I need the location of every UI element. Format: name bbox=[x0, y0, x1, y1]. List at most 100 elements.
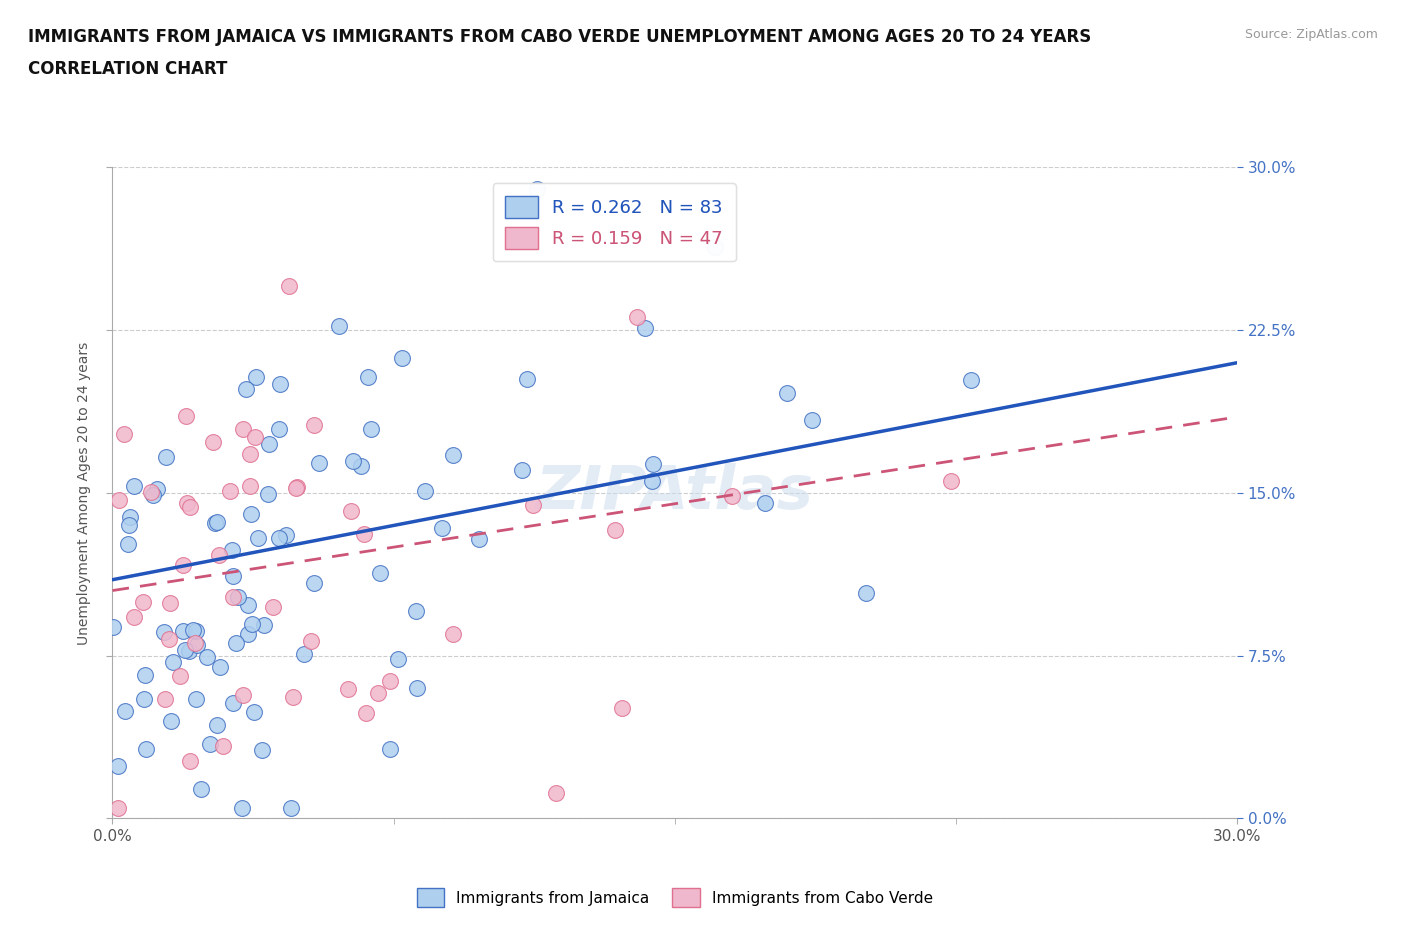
Point bbox=[114, 703, 136, 718]
Point bbox=[184, 635, 207, 650]
Point bbox=[120, 510, 142, 525]
Point bbox=[522, 498, 544, 512]
Point bbox=[262, 600, 284, 615]
Point bbox=[276, 527, 298, 542]
Point bbox=[754, 496, 776, 511]
Point bbox=[308, 456, 330, 471]
Point bbox=[626, 310, 648, 325]
Point bbox=[159, 595, 181, 610]
Point bbox=[160, 713, 183, 728]
Y-axis label: Unemployment Among Ages 20 to 24 years: Unemployment Among Ages 20 to 24 years bbox=[77, 341, 91, 644]
Point bbox=[441, 448, 464, 463]
Point bbox=[107, 758, 129, 773]
Point bbox=[162, 655, 184, 670]
Point bbox=[360, 421, 382, 436]
Point bbox=[107, 800, 129, 815]
Point bbox=[292, 646, 315, 661]
Point bbox=[155, 450, 177, 465]
Point bbox=[134, 667, 156, 682]
Point bbox=[468, 531, 491, 546]
Point bbox=[247, 530, 270, 545]
Point bbox=[353, 526, 375, 541]
Point bbox=[387, 651, 409, 666]
Point bbox=[226, 590, 249, 604]
Point bbox=[337, 682, 360, 697]
Point bbox=[340, 504, 363, 519]
Point bbox=[212, 739, 235, 754]
Point bbox=[391, 351, 413, 365]
Point bbox=[101, 619, 124, 634]
Point bbox=[132, 692, 155, 707]
Text: IMMIGRANTS FROM JAMAICA VS IMMIGRANTS FROM CABO VERDE UNEMPLOYMENT AMONG AGES 20: IMMIGRANTS FROM JAMAICA VS IMMIGRANTS FR… bbox=[28, 28, 1091, 46]
Point bbox=[177, 644, 200, 658]
Point bbox=[108, 493, 131, 508]
Point bbox=[299, 633, 322, 648]
Point bbox=[204, 515, 226, 530]
Point bbox=[516, 372, 538, 387]
Point bbox=[605, 522, 627, 537]
Point bbox=[208, 548, 231, 563]
Point bbox=[245, 369, 267, 384]
Point bbox=[190, 781, 212, 796]
Point bbox=[526, 181, 548, 196]
Point bbox=[430, 521, 453, 536]
Point bbox=[405, 604, 427, 618]
Point bbox=[406, 681, 429, 696]
Point bbox=[370, 565, 392, 580]
Text: ZIPAtlas: ZIPAtlas bbox=[536, 463, 814, 523]
Point bbox=[207, 717, 229, 732]
Point bbox=[253, 618, 276, 632]
Point bbox=[269, 421, 291, 436]
Point bbox=[243, 430, 266, 445]
Point bbox=[153, 692, 176, 707]
Point bbox=[174, 408, 197, 423]
Point bbox=[222, 589, 245, 604]
Point bbox=[243, 705, 266, 720]
Point bbox=[176, 496, 198, 511]
Point bbox=[186, 638, 208, 653]
Text: Source: ZipAtlas.com: Source: ZipAtlas.com bbox=[1244, 28, 1378, 41]
Point bbox=[855, 586, 877, 601]
Point bbox=[157, 631, 180, 646]
Point bbox=[221, 543, 243, 558]
Point bbox=[112, 427, 135, 442]
Point bbox=[239, 507, 262, 522]
Point bbox=[236, 597, 259, 612]
Point bbox=[118, 518, 141, 533]
Point bbox=[257, 486, 280, 501]
Point bbox=[941, 473, 963, 488]
Point bbox=[278, 278, 301, 293]
Point bbox=[122, 609, 145, 624]
Point bbox=[202, 434, 225, 449]
Point bbox=[179, 499, 201, 514]
Point bbox=[269, 377, 291, 392]
Point bbox=[350, 458, 373, 473]
Point bbox=[181, 622, 204, 637]
Point bbox=[195, 650, 218, 665]
Point bbox=[231, 800, 253, 815]
Point bbox=[239, 447, 262, 462]
Point bbox=[721, 488, 744, 503]
Point bbox=[413, 484, 436, 498]
Legend: R = 0.262   N = 83, R = 0.159   N = 47: R = 0.262 N = 83, R = 0.159 N = 47 bbox=[492, 183, 735, 261]
Point bbox=[960, 372, 983, 387]
Point bbox=[367, 685, 389, 700]
Point bbox=[205, 515, 228, 530]
Point bbox=[172, 624, 194, 639]
Point bbox=[267, 530, 290, 545]
Point bbox=[703, 239, 725, 254]
Point bbox=[612, 700, 634, 715]
Point bbox=[250, 743, 273, 758]
Point bbox=[153, 625, 176, 640]
Point bbox=[357, 369, 380, 384]
Point bbox=[257, 437, 280, 452]
Point bbox=[146, 482, 169, 497]
Point bbox=[236, 626, 259, 641]
Legend: Immigrants from Jamaica, Immigrants from Cabo Verde: Immigrants from Jamaica, Immigrants from… bbox=[411, 883, 939, 913]
Point bbox=[304, 576, 326, 591]
Point bbox=[280, 800, 302, 815]
Point bbox=[285, 481, 308, 496]
Point bbox=[222, 696, 245, 711]
Point bbox=[122, 479, 145, 494]
Point bbox=[222, 568, 245, 583]
